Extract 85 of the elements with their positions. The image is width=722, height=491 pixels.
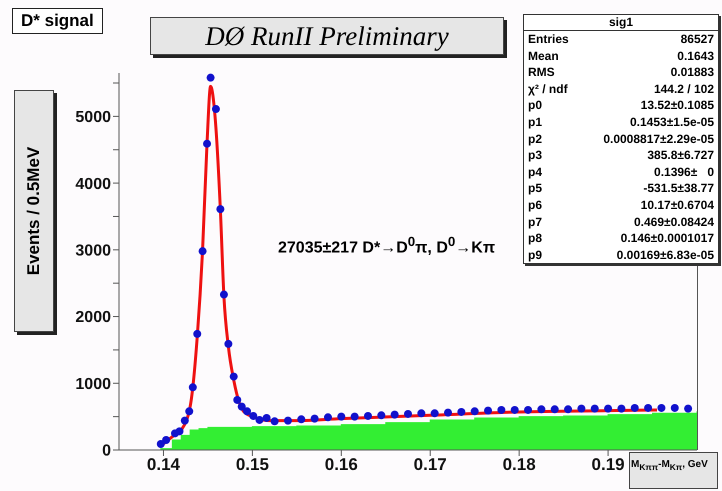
x-axis-title: M$_{Kππ}$-M$_{Kπ}$, GeV (629, 452, 718, 489)
x-tick-label: 0.15 (236, 455, 269, 474)
text: χ² / ndf 144.2 / 102 (528, 82, 714, 96)
y-tick-label: 0 (102, 442, 112, 460)
x-tick-label: 0.19 (592, 455, 625, 474)
point (470, 407, 479, 416)
point (233, 396, 242, 404)
text: p0 13.52±0.1085 (528, 98, 714, 112)
text: Entries 86527 (528, 32, 714, 46)
point (617, 404, 626, 413)
point (224, 340, 232, 348)
y-axis-title: Events / 0.5MeV (24, 146, 44, 276)
point (390, 410, 399, 419)
y-tick-label: 4000 (75, 176, 112, 193)
point (684, 404, 692, 413)
point (670, 404, 679, 412)
text: DØ RunII Preliminary (150, 17, 504, 55)
point (550, 405, 559, 414)
point (162, 436, 170, 444)
text: p6 10.17±0.6704 (528, 198, 714, 212)
point (457, 408, 466, 416)
y-tick-label: 2000 (75, 309, 112, 326)
point (630, 404, 639, 412)
x-tick-label: 0.17 (414, 455, 447, 474)
text: p9 0.00169±6.83e-05 (528, 248, 714, 262)
point (524, 406, 532, 414)
point (262, 414, 271, 422)
point (377, 411, 386, 420)
annotation: 27035±217 D*→D$^{0}$π, D$^{0}$→Kπ (278, 234, 496, 258)
point (249, 412, 258, 420)
point (206, 74, 215, 82)
point (324, 413, 332, 422)
x-tick-label: 0.18 (502, 455, 536, 474)
point (175, 427, 184, 436)
chart-title: D* signal (12, 8, 103, 34)
x-tick-label: 0.14 (146, 455, 181, 474)
point (188, 383, 197, 392)
point (270, 417, 279, 426)
point (243, 407, 252, 416)
text: p1 0.1453±1.5e-05 (528, 114, 714, 129)
point (230, 372, 238, 381)
text: p4 0.1396± 0 (528, 164, 714, 179)
text: p8 0.146±0.0001017 (528, 231, 714, 246)
point (604, 404, 612, 413)
point (430, 409, 439, 418)
y-tick-label: 3000 (75, 242, 112, 260)
point (644, 404, 652, 412)
point (284, 416, 292, 425)
point (203, 140, 212, 148)
point (657, 404, 666, 412)
point (564, 405, 572, 414)
point (193, 330, 202, 338)
y-tick-label: 5000 (75, 109, 112, 126)
point (216, 205, 224, 214)
text: Mean 0.1643 (528, 48, 714, 63)
point (220, 290, 228, 299)
text: p3 385.8±6.727 (528, 148, 714, 162)
point (350, 412, 359, 421)
point (444, 408, 452, 417)
point (212, 105, 220, 114)
point (577, 404, 586, 413)
point (185, 407, 194, 416)
y-tick-label: 1000 (75, 376, 112, 393)
point (180, 416, 189, 425)
point (310, 414, 319, 423)
point (537, 405, 546, 414)
point (337, 412, 346, 421)
point (156, 440, 165, 448)
x-tick-label: 0.16 (324, 455, 358, 474)
point (417, 409, 426, 418)
point (590, 404, 599, 413)
point (510, 406, 519, 414)
point (404, 410, 412, 418)
text: RMS 0.01883 (528, 65, 714, 80)
point (364, 412, 372, 420)
text: p2 0.0008817±2.29e-05 (528, 132, 714, 146)
point (484, 406, 492, 415)
point (198, 247, 207, 256)
point (497, 406, 506, 414)
point (256, 416, 264, 424)
point (297, 415, 306, 424)
text: sig1 (524, 15, 718, 31)
point (238, 402, 246, 411)
text: p5 -531.5±38.77 (528, 181, 714, 196)
text: p7 0.469±0.08424 (528, 214, 714, 229)
